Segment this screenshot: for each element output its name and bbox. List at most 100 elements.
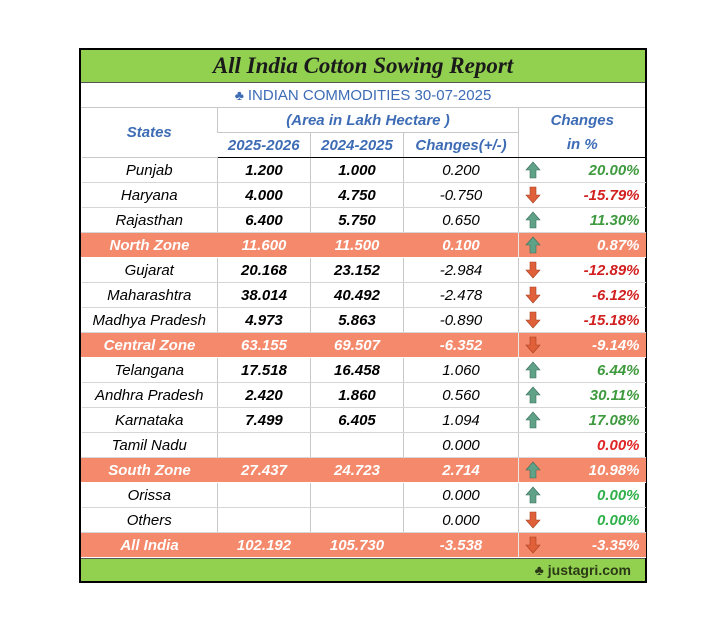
area-2024 (310, 507, 404, 533)
report-subtitle: ♣ INDIAN COMMODITIES 30-07-2025 (81, 83, 645, 108)
col-change-header: Changes(+/-) (403, 132, 519, 158)
state-name: Maharashtra (81, 282, 218, 308)
zone-row: All India 102.192 105.730 -3.538 -3.35% (81, 532, 646, 558)
area-2024: 4.750 (310, 182, 404, 208)
change-percent: 0.00% (546, 507, 646, 533)
change-percent: 17.08% (546, 407, 646, 433)
state-name: South Zone (81, 457, 218, 483)
area-2025: 4.973 (217, 307, 311, 333)
change-percent: 0.00% (546, 432, 646, 458)
area-2024: 5.750 (310, 207, 404, 233)
table-row: Gujarat 20.168 23.152 -2.984 -12.89% (81, 257, 646, 283)
cotton-sowing-report: All India Cotton Sowing Report ♣ INDIAN … (79, 48, 647, 583)
area-2025 (217, 432, 311, 458)
col-2025-header: 2025-2026 (217, 132, 311, 158)
table-row: Orissa 0.000 0.00% (81, 482, 646, 508)
area-2024: 24.723 (310, 457, 404, 483)
arrow-down-icon (518, 307, 547, 333)
change-percent: 6.44% (546, 357, 646, 383)
arrow-up-icon (518, 207, 547, 233)
sowing-table: States (Area in Lakh Hectare ) Changes 2… (81, 108, 646, 558)
state-name: Tamil Nadu (81, 432, 218, 458)
area-change: 1.060 (403, 357, 519, 383)
state-name: Others (81, 507, 218, 533)
area-2024: 5.863 (310, 307, 404, 333)
table-row: Haryana 4.000 4.750 -0.750 -15.79% (81, 182, 646, 208)
table-row: Tamil Nadu 0.000 0.00% (81, 432, 646, 458)
change-percent: -9.14% (545, 332, 646, 358)
state-name: Madhya Pradesh (81, 307, 218, 333)
area-change: 0.560 (403, 382, 519, 408)
change-percent: 11.30% (546, 207, 646, 233)
change-percent: 20.00% (546, 157, 646, 183)
arrow-down-icon (518, 182, 547, 208)
state-name: All India (81, 532, 218, 558)
state-name: Telangana (81, 357, 218, 383)
state-name: Orissa (81, 482, 218, 508)
change-percent: -3.35% (545, 532, 646, 558)
state-name: Punjab (81, 157, 218, 183)
area-change: 0.000 (403, 432, 519, 458)
area-2024: 16.458 (310, 357, 404, 383)
area-2024: 69.507 (310, 332, 404, 358)
area-2024: 23.152 (310, 257, 404, 283)
arrow-up-icon (518, 157, 547, 183)
arrow-down-icon (518, 507, 547, 533)
arrow-up-icon (518, 407, 547, 433)
footer-site: justagri.com (547, 562, 631, 578)
area-2024: 11.500 (310, 232, 404, 258)
changes-pct-header-1: Changes (517, 108, 646, 133)
change-percent: 0.00% (546, 482, 646, 508)
area-change: -2.984 (403, 257, 519, 283)
area-2024: 105.730 (310, 532, 404, 558)
no-arrow (518, 432, 547, 458)
header-row-1: States (Area in Lakh Hectare ) Changes (81, 108, 646, 158)
area-change: 0.100 (403, 232, 519, 258)
area-change: 0.200 (403, 157, 519, 183)
change-percent: -6.12% (546, 282, 646, 308)
state-name: North Zone (81, 232, 218, 258)
area-2024: 40.492 (310, 282, 404, 308)
arrow-down-icon (518, 257, 547, 283)
area-2024 (310, 432, 404, 458)
area-2025: 4.000 (217, 182, 311, 208)
state-name: Gujarat (81, 257, 218, 283)
arrow-down-icon (518, 282, 547, 308)
state-name: Central Zone (81, 332, 218, 358)
table-row: Madhya Pradesh 4.973 5.863 -0.890 -15.18% (81, 307, 646, 333)
area-2025: 1.200 (217, 157, 311, 183)
table-row: Karnataka 7.499 6.405 1.094 17.08% (81, 407, 646, 433)
arrow-up-icon (518, 482, 547, 508)
table-row: Telangana 17.518 16.458 1.060 6.44% (81, 357, 646, 383)
area-2025 (217, 507, 311, 533)
club-icon: ♣ (234, 87, 244, 103)
table-row: Andhra Pradesh 2.420 1.860 0.560 30.11% (81, 382, 646, 408)
area-change: -2.478 (403, 282, 519, 308)
area-change: 1.094 (403, 407, 519, 433)
header-row-2: 2025-2026 2024-2025 Changes(+/-) in % (82, 132, 646, 158)
area-change: 0.000 (403, 482, 519, 508)
area-2025: 2.420 (217, 382, 311, 408)
area-2024: 1.000 (310, 157, 404, 183)
change-percent: -15.79% (546, 182, 646, 208)
arrow-up-icon (518, 382, 547, 408)
state-name: Karnataka (81, 407, 218, 433)
area-2025: 7.499 (217, 407, 311, 433)
change-percent: -12.89% (546, 257, 646, 283)
zone-row: South Zone 27.437 24.723 2.714 10.98% (81, 457, 646, 483)
zone-row: North Zone 11.600 11.500 0.100 0.87% (81, 232, 646, 258)
arrow-up-icon (518, 232, 547, 258)
area-change: -6.352 (403, 332, 519, 358)
area-change: 0.650 (403, 207, 519, 233)
area-2024: 6.405 (310, 407, 404, 433)
report-footer: ♣ justagri.com (81, 558, 645, 581)
change-percent: 10.98% (545, 457, 646, 483)
area-note-header: (Area in Lakh Hectare ) (217, 108, 519, 133)
area-2025: 38.014 (217, 282, 311, 308)
area-change: -3.538 (403, 532, 519, 558)
changes-pct-header-2: in % (517, 132, 646, 158)
arrow-down-icon (518, 532, 547, 558)
area-2025: 11.600 (217, 232, 311, 258)
zone-row: Central Zone 63.155 69.507 -6.352 -9.14% (81, 332, 646, 358)
area-2025 (217, 482, 311, 508)
